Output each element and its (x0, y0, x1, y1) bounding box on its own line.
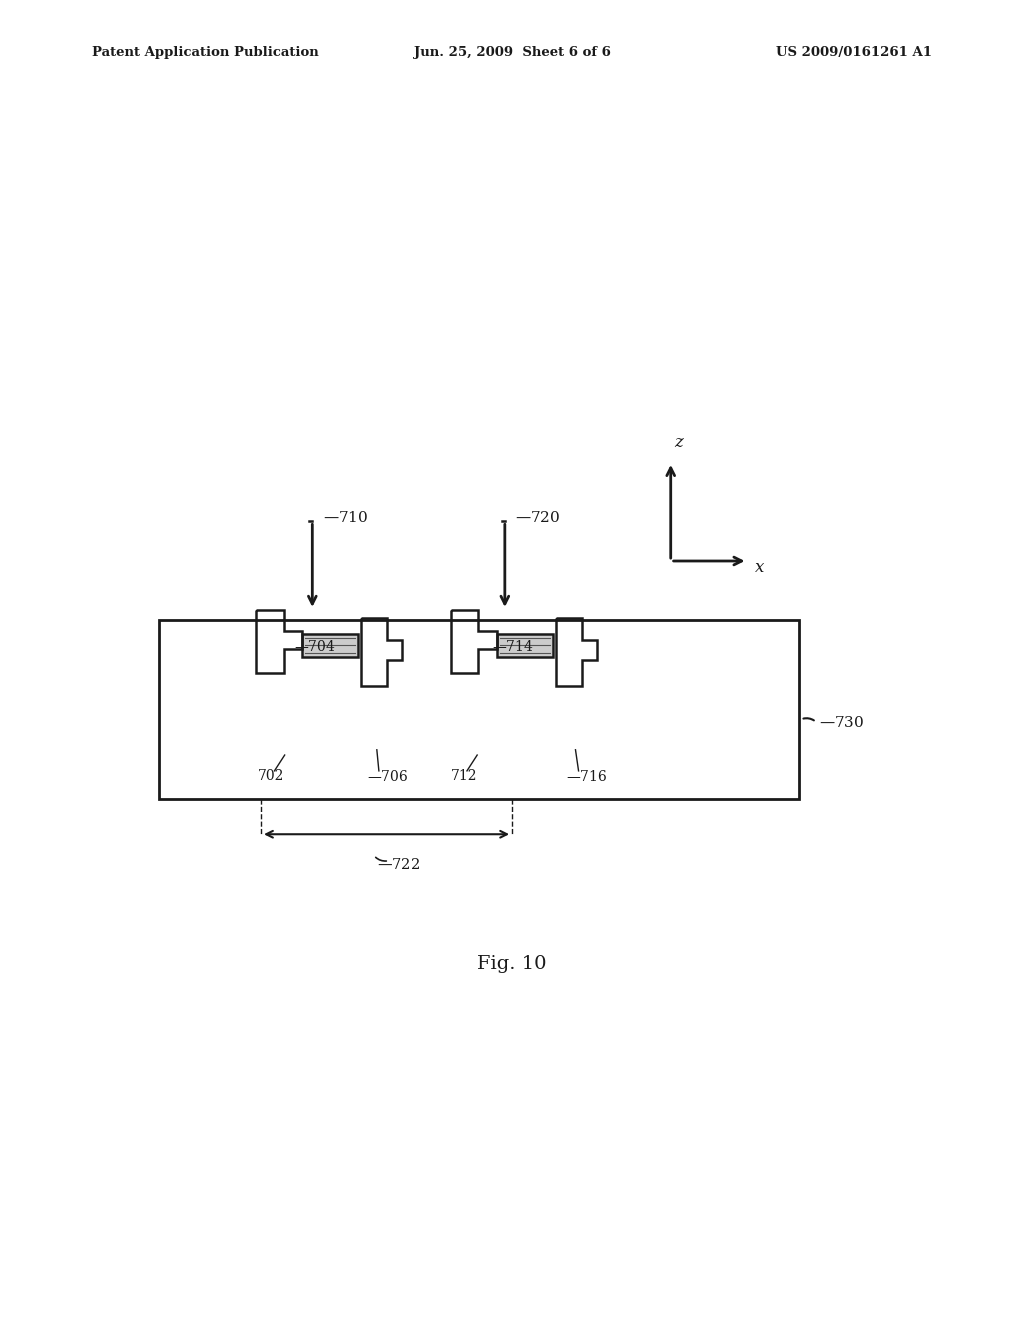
Text: 702: 702 (258, 770, 285, 783)
Polygon shape (302, 634, 358, 657)
Text: $\mathregular{—730}$: $\mathregular{—730}$ (819, 714, 864, 730)
Polygon shape (497, 634, 553, 657)
Text: Fig. 10: Fig. 10 (477, 954, 547, 973)
Text: z: z (675, 434, 683, 451)
Text: $\mathregular{—714}$: $\mathregular{—714}$ (492, 639, 534, 655)
Text: US 2009/0161261 A1: US 2009/0161261 A1 (776, 46, 932, 59)
Text: $\mathregular{—704}$: $\mathregular{—704}$ (294, 639, 336, 655)
Text: $\mathregular{—706}$: $\mathregular{—706}$ (367, 768, 408, 784)
Text: Patent Application Publication: Patent Application Publication (92, 46, 318, 59)
Text: 712: 712 (451, 770, 477, 783)
Text: x: x (755, 560, 764, 576)
Text: $\mathregular{—720}$: $\mathregular{—720}$ (515, 510, 560, 525)
Text: $\mathregular{—722}$: $\mathregular{—722}$ (377, 857, 420, 873)
Text: $\mathregular{—716}$: $\mathregular{—716}$ (566, 768, 607, 784)
Text: $\mathregular{—710}$: $\mathregular{—710}$ (323, 510, 368, 525)
Text: Jun. 25, 2009  Sheet 6 of 6: Jun. 25, 2009 Sheet 6 of 6 (414, 46, 610, 59)
